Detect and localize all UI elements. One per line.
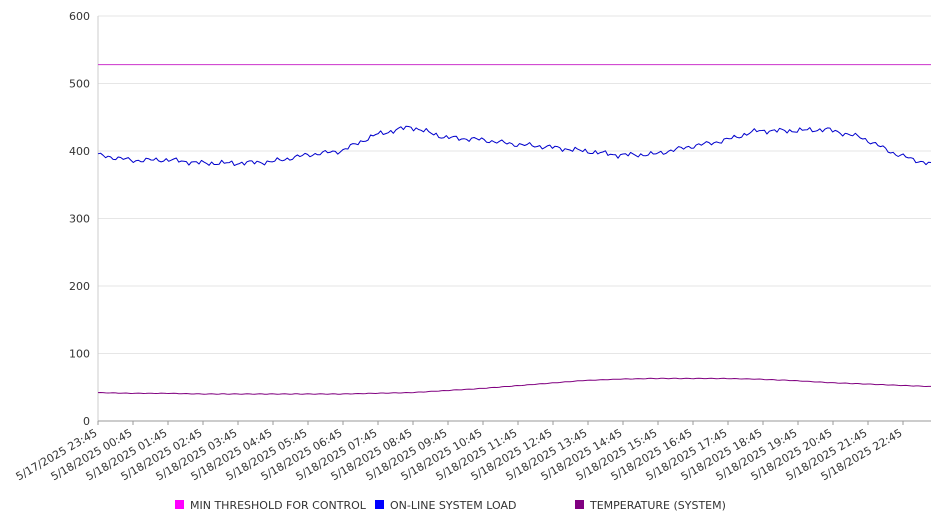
y-tick-label: 400: [69, 145, 90, 158]
y-tick-label: 100: [69, 348, 90, 361]
legend-label: MIN THRESHOLD FOR CONTROL: [190, 499, 367, 512]
legend-label: ON-LINE SYSTEM LOAD: [390, 499, 516, 512]
series-line: [97, 125, 932, 166]
series-lines: [97, 64, 932, 395]
y-tick-label: 300: [69, 213, 90, 226]
series-line: [97, 377, 931, 395]
y-tick-label: 0: [83, 415, 90, 428]
legend-swatch: [175, 500, 184, 509]
y-tick-label: 200: [69, 280, 90, 293]
y-tick-label: 600: [69, 10, 90, 23]
legend-swatch: [575, 500, 584, 509]
legend-swatch: [375, 500, 384, 509]
legend: MIN THRESHOLD FOR CONTROL ON-LINE SYSTEM …: [175, 499, 726, 512]
y-tick-label: 500: [69, 78, 90, 91]
legend-label: TEMPERATURE (SYSTEM): [589, 499, 726, 512]
x-tick-labels: 5/17/2025 23:455/18/2025 00:455/18/2025 …: [14, 426, 905, 483]
axes: [97, 16, 931, 425]
grid: [98, 15, 931, 354]
y-tick-labels: 0 100 200 300 400 500 600: [69, 10, 90, 428]
